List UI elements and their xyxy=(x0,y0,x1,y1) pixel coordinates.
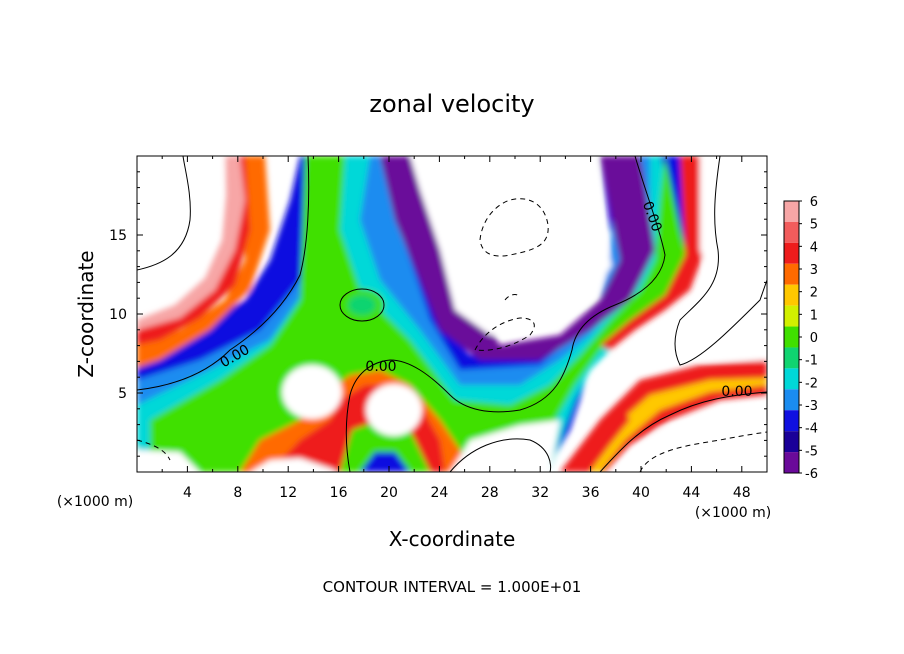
colorbar-tick-label: -1 xyxy=(805,354,818,369)
colorbar-swatch xyxy=(784,368,799,390)
x-tick-label: 32 xyxy=(531,485,549,501)
x-tick-label: 20 xyxy=(380,485,398,501)
contour-field xyxy=(137,156,767,472)
colorbar-swatch xyxy=(784,284,799,306)
colorbar-tick-label: -5 xyxy=(805,444,818,459)
y-axis-label: Z-coordinate xyxy=(74,250,98,377)
colorbar: 6 5 4 3 2 1 0 -1 -2 -3 -4 -5 -6 xyxy=(783,195,818,482)
colorbar-tick-label: 0 xyxy=(810,331,818,346)
x-tick-label: 12 xyxy=(279,485,297,501)
colorbar-swatch xyxy=(784,201,799,222)
colorbar-swatch xyxy=(784,242,799,264)
x-tick-label: 36 xyxy=(582,485,600,501)
x-axis-label: X-coordinate xyxy=(389,527,516,551)
contour-label-center: 0.00 xyxy=(365,359,396,375)
colorbar-tick-label: 1 xyxy=(810,308,818,323)
chart-title: zonal velocity xyxy=(369,90,534,118)
y-tick-label: 5 xyxy=(118,386,127,402)
x-unit-label-right: (×1000 m) xyxy=(695,505,771,521)
x-tick-label: 24 xyxy=(430,485,448,501)
x-tick-label: 8 xyxy=(233,485,242,501)
colorbar-tick-label: -6 xyxy=(805,467,818,482)
x-tick-label: 44 xyxy=(682,485,700,501)
contour-label-right: 0.00 xyxy=(721,384,752,400)
x-unit-label-left: (×1000 m) xyxy=(57,494,133,510)
x-tick-label: 48 xyxy=(733,485,751,501)
colorbar-tick-label: -3 xyxy=(805,399,818,414)
colorbar-tick-label: 6 xyxy=(810,195,818,210)
x-tick-label: 4 xyxy=(183,485,192,501)
colorbar-tick-label: 5 xyxy=(810,218,818,233)
colorbar-tick-label: 3 xyxy=(810,263,818,278)
colorbar-tick-label: 2 xyxy=(810,286,818,301)
colorbar-swatch xyxy=(784,305,799,327)
contour-interval-note: CONTOUR INTERVAL = 1.000E+01 xyxy=(323,578,582,596)
colorbar-swatch xyxy=(784,326,799,348)
x-tick-label: 40 xyxy=(632,485,650,501)
colorbar-tick-label: -2 xyxy=(805,376,818,391)
x-tick-label: 16 xyxy=(330,485,348,501)
colorbar-swatch xyxy=(784,221,799,243)
colorbar-tick-label: 4 xyxy=(810,240,818,255)
x-tick-label: 28 xyxy=(481,485,499,501)
colorbar-tick-label: -4 xyxy=(805,422,818,437)
y-tick-label: 10 xyxy=(109,307,127,323)
y-axis: 5 10 15 xyxy=(109,171,767,457)
colorbar-swatch xyxy=(784,389,799,411)
y-tick-label: 15 xyxy=(109,228,127,244)
colorbar-swatch xyxy=(784,263,799,285)
colorbar-swatch xyxy=(784,347,799,369)
colorbar-swatch xyxy=(784,431,799,453)
colorbar-swatch xyxy=(784,452,799,473)
x-axis: 4 8 12 16 20 24 28 32 36 40 44 48 xyxy=(161,156,751,501)
colorbar-swatch xyxy=(784,410,799,432)
